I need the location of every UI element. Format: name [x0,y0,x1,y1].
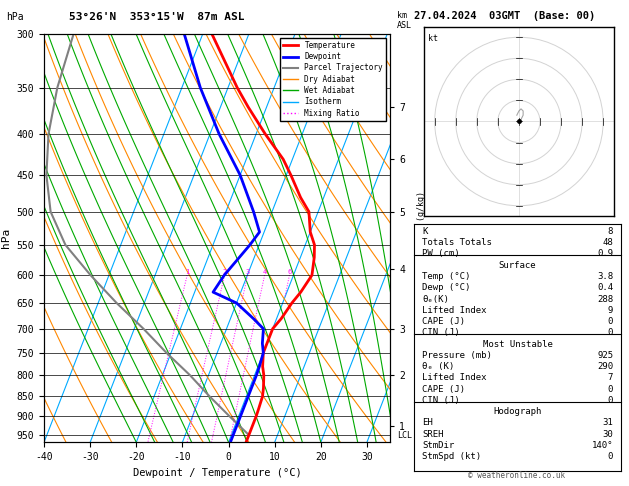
Text: 7: 7 [608,373,613,382]
Text: StmDir: StmDir [422,441,454,450]
Text: Totals Totals: Totals Totals [422,238,492,247]
Text: 0.4: 0.4 [597,283,613,292]
Text: km
ASL: km ASL [397,11,412,30]
Text: 6: 6 [287,269,292,275]
Text: 53°26'N  353°15'W  87m ASL: 53°26'N 353°15'W 87m ASL [69,12,245,22]
Text: LCL: LCL [397,431,412,439]
Text: Surface: Surface [499,260,537,270]
Text: 0: 0 [608,452,613,461]
Text: EH: EH [422,418,433,428]
Text: 31: 31 [603,418,613,428]
Text: Temp (°C): Temp (°C) [422,272,470,281]
Text: Pressure (mb): Pressure (mb) [422,351,492,360]
Text: 8: 8 [608,227,613,236]
Text: CIN (J): CIN (J) [422,329,460,337]
Text: CAPE (J): CAPE (J) [422,384,465,394]
Text: CAPE (J): CAPE (J) [422,317,465,326]
Text: 48: 48 [603,238,613,247]
Text: K: K [422,227,428,236]
Text: PW (cm): PW (cm) [422,249,460,259]
Text: StmSpd (kt): StmSpd (kt) [422,452,481,461]
X-axis label: Dewpoint / Temperature (°C): Dewpoint / Temperature (°C) [133,468,301,478]
Text: 0: 0 [608,317,613,326]
Text: Mixing Ratio (g/kg): Mixing Ratio (g/kg) [416,191,426,286]
Text: Hodograph: Hodograph [494,407,542,416]
Text: 4: 4 [262,269,267,275]
Text: SREH: SREH [422,430,443,439]
Text: hPa: hPa [6,12,24,22]
Text: 288: 288 [597,295,613,304]
Text: kt: kt [428,35,438,43]
Text: 1: 1 [185,269,189,275]
Text: 0: 0 [608,396,613,405]
Text: 3.8: 3.8 [597,272,613,281]
Text: 2: 2 [223,269,226,275]
Text: 140°: 140° [592,441,613,450]
Text: 0: 0 [608,384,613,394]
Legend: Temperature, Dewpoint, Parcel Trajectory, Dry Adiabat, Wet Adiabat, Isotherm, Mi: Temperature, Dewpoint, Parcel Trajectory… [280,38,386,121]
Text: 9: 9 [608,306,613,315]
Text: θₑ (K): θₑ (K) [422,362,454,371]
Text: Lifted Index: Lifted Index [422,306,487,315]
Text: θₑ(K): θₑ(K) [422,295,449,304]
Text: Dewp (°C): Dewp (°C) [422,283,470,292]
Text: 27.04.2024  03GMT  (Base: 00): 27.04.2024 03GMT (Base: 00) [414,11,595,21]
Text: 0.9: 0.9 [597,249,613,259]
Text: Lifted Index: Lifted Index [422,373,487,382]
Text: © weatheronline.co.uk: © weatheronline.co.uk [469,471,565,480]
Text: 925: 925 [597,351,613,360]
Y-axis label: hPa: hPa [1,228,11,248]
Text: Most Unstable: Most Unstable [482,340,553,348]
Text: 30: 30 [603,430,613,439]
Text: CIN (J): CIN (J) [422,396,460,405]
Text: 290: 290 [597,362,613,371]
Text: 0: 0 [608,329,613,337]
Text: 3: 3 [245,269,250,275]
